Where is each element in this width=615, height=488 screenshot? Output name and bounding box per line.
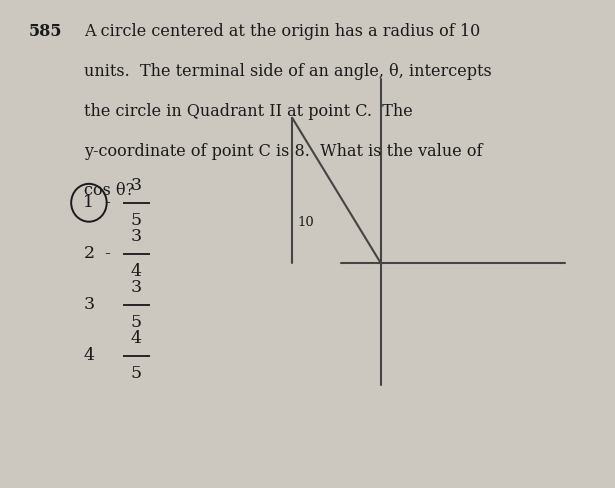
Text: units.  The terminal side of an angle, θ, intercepts: units. The terminal side of an angle, θ,… bbox=[84, 63, 492, 80]
Text: 2: 2 bbox=[84, 245, 95, 262]
Text: 3: 3 bbox=[84, 296, 95, 313]
Text: cos θ?: cos θ? bbox=[84, 183, 134, 200]
Text: 3: 3 bbox=[130, 228, 141, 245]
Text: 585: 585 bbox=[29, 23, 63, 40]
Text: A circle centered at the origin has a radius of 10: A circle centered at the origin has a ra… bbox=[84, 23, 480, 40]
Text: 5: 5 bbox=[130, 365, 141, 382]
Text: -: - bbox=[105, 194, 110, 211]
Text: 4: 4 bbox=[130, 263, 141, 280]
Text: 4: 4 bbox=[84, 347, 95, 364]
Text: -: - bbox=[105, 245, 110, 262]
Text: y-coordinate of point C is 8.  What is the value of: y-coordinate of point C is 8. What is th… bbox=[84, 142, 483, 160]
Text: 5: 5 bbox=[130, 314, 141, 331]
Text: 3: 3 bbox=[130, 279, 141, 296]
Text: 3: 3 bbox=[130, 177, 141, 194]
Text: the circle in Quadrant II at point C.  The: the circle in Quadrant II at point C. Th… bbox=[84, 103, 413, 120]
Text: 10: 10 bbox=[298, 216, 314, 229]
Text: 1: 1 bbox=[84, 194, 95, 211]
Text: 5: 5 bbox=[130, 212, 141, 229]
Text: 4: 4 bbox=[130, 329, 141, 346]
